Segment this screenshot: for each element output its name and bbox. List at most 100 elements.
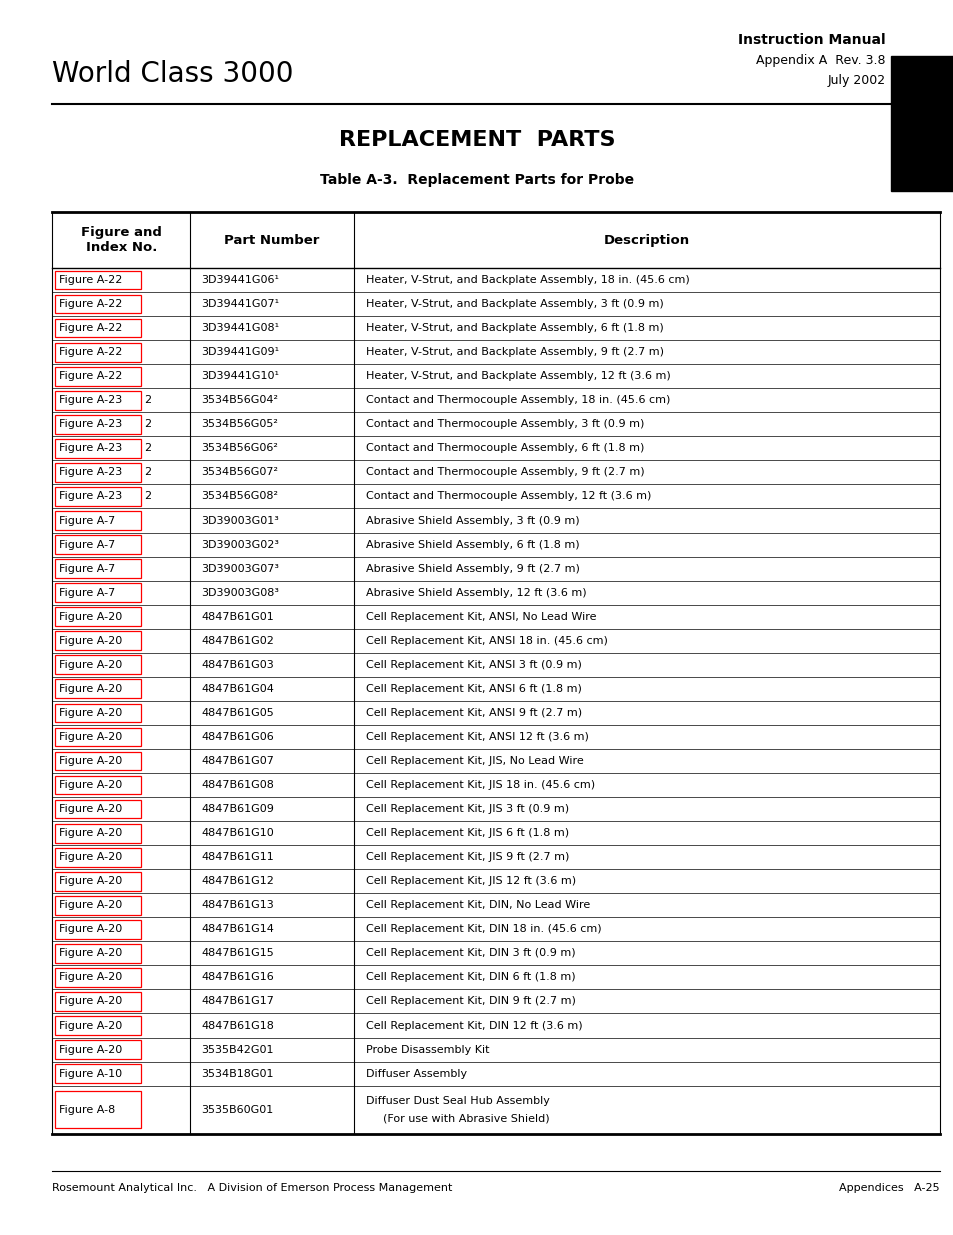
Text: Figure A-20: Figure A-20 bbox=[59, 636, 122, 646]
Bar bbox=[55, 415, 141, 433]
Text: 4847B61G08: 4847B61G08 bbox=[201, 781, 274, 790]
Bar bbox=[55, 895, 141, 915]
Text: Cell Replacement Kit, DIN 6 ft (1.8 m): Cell Replacement Kit, DIN 6 ft (1.8 m) bbox=[365, 972, 575, 982]
Text: Figure A-10: Figure A-10 bbox=[59, 1068, 122, 1078]
Text: Figure A-7: Figure A-7 bbox=[59, 588, 115, 598]
Text: Figure A-20: Figure A-20 bbox=[59, 684, 122, 694]
Bar bbox=[55, 656, 141, 674]
Text: 4847B61G18: 4847B61G18 bbox=[201, 1020, 274, 1030]
Text: 2: 2 bbox=[144, 420, 151, 430]
Text: Rosemount Analytical Inc.   A Division of Emerson Process Management: Rosemount Analytical Inc. A Division of … bbox=[52, 1183, 453, 1193]
Text: Cell Replacement Kit, ANSI 18 in. (45.6 cm): Cell Replacement Kit, ANSI 18 in. (45.6 … bbox=[365, 636, 607, 646]
Bar bbox=[55, 391, 141, 410]
Text: 3D39441G06¹: 3D39441G06¹ bbox=[201, 275, 279, 285]
Text: Contact and Thermocouple Assembly, 6 ft (1.8 m): Contact and Thermocouple Assembly, 6 ft … bbox=[365, 443, 643, 453]
Bar bbox=[55, 992, 141, 1010]
Text: Diffuser Dust Seal Hub Assembly: Diffuser Dust Seal Hub Assembly bbox=[365, 1095, 549, 1107]
Text: Figure A-20: Figure A-20 bbox=[59, 756, 122, 766]
Text: Contact and Thermocouple Assembly, 3 ft (0.9 m): Contact and Thermocouple Assembly, 3 ft … bbox=[365, 420, 643, 430]
Bar bbox=[55, 631, 141, 650]
Text: 2: 2 bbox=[144, 492, 151, 501]
Text: 3D39441G08¹: 3D39441G08¹ bbox=[201, 324, 279, 333]
Text: 3D39003G02³: 3D39003G02³ bbox=[201, 540, 279, 550]
Text: 4847B61G06: 4847B61G06 bbox=[201, 732, 274, 742]
Text: 3D39441G10¹: 3D39441G10¹ bbox=[201, 372, 279, 382]
Text: Instruction Manual: Instruction Manual bbox=[737, 32, 884, 47]
Text: Figure A-23: Figure A-23 bbox=[59, 467, 122, 478]
Bar bbox=[55, 367, 141, 385]
Text: Cell Replacement Kit, ANSI, No Lead Wire: Cell Replacement Kit, ANSI, No Lead Wire bbox=[365, 611, 596, 621]
Bar bbox=[55, 583, 141, 601]
Bar bbox=[55, 944, 141, 963]
Text: Figure A-23: Figure A-23 bbox=[59, 443, 122, 453]
Bar bbox=[55, 800, 141, 819]
Text: Heater, V-Strut, and Backplate Assembly, 3 ft (0.9 m): Heater, V-Strut, and Backplate Assembly,… bbox=[365, 299, 662, 309]
Text: Figure A-20: Figure A-20 bbox=[59, 948, 122, 958]
Text: Appendices   A-25: Appendices A-25 bbox=[839, 1183, 939, 1193]
Text: Cell Replacement Kit, ANSI 3 ft (0.9 m): Cell Replacement Kit, ANSI 3 ft (0.9 m) bbox=[365, 659, 580, 669]
Text: World Class 3000: World Class 3000 bbox=[52, 61, 294, 88]
Bar bbox=[55, 295, 141, 314]
Text: Probe Disassembly Kit: Probe Disassembly Kit bbox=[365, 1045, 489, 1055]
Text: 4847B61G01: 4847B61G01 bbox=[201, 611, 274, 621]
Text: Description: Description bbox=[603, 233, 689, 247]
Text: Cell Replacement Kit, ANSI 9 ft (2.7 m): Cell Replacement Kit, ANSI 9 ft (2.7 m) bbox=[365, 708, 581, 718]
Text: Abrasive Shield Assembly, 9 ft (2.7 m): Abrasive Shield Assembly, 9 ft (2.7 m) bbox=[365, 563, 578, 573]
Text: Figure A-20: Figure A-20 bbox=[59, 611, 122, 621]
Bar bbox=[55, 1016, 141, 1035]
Text: Figure A-23: Figure A-23 bbox=[59, 492, 122, 501]
Bar bbox=[55, 487, 141, 506]
Bar bbox=[55, 270, 141, 289]
Text: 3534B56G06²: 3534B56G06² bbox=[201, 443, 278, 453]
Bar bbox=[55, 727, 141, 746]
Text: Cell Replacement Kit, DIN, No Lead Wire: Cell Replacement Kit, DIN, No Lead Wire bbox=[365, 900, 589, 910]
Text: 4847B61G12: 4847B61G12 bbox=[201, 876, 274, 887]
Text: 3534B56G04²: 3534B56G04² bbox=[201, 395, 278, 405]
Text: Heater, V-Strut, and Backplate Assembly, 9 ft (2.7 m): Heater, V-Strut, and Backplate Assembly,… bbox=[365, 347, 663, 357]
Bar bbox=[55, 608, 141, 626]
Bar bbox=[55, 343, 141, 362]
Text: Cell Replacement Kit, JIS 9 ft (2.7 m): Cell Replacement Kit, JIS 9 ft (2.7 m) bbox=[365, 852, 568, 862]
Text: Figure A-22: Figure A-22 bbox=[59, 372, 122, 382]
Text: July 2002: July 2002 bbox=[826, 74, 884, 86]
Text: Figure A-23: Figure A-23 bbox=[59, 395, 122, 405]
Text: Figure A-20: Figure A-20 bbox=[59, 852, 122, 862]
Text: Figure A-20: Figure A-20 bbox=[59, 876, 122, 887]
Text: Figure A-20: Figure A-20 bbox=[59, 972, 122, 982]
Text: Cell Replacement Kit, DIN 18 in. (45.6 cm): Cell Replacement Kit, DIN 18 in. (45.6 c… bbox=[365, 924, 600, 935]
Text: 4847B61G11: 4847B61G11 bbox=[201, 852, 274, 862]
Text: Cell Replacement Kit, JIS 18 in. (45.6 cm): Cell Replacement Kit, JIS 18 in. (45.6 c… bbox=[365, 781, 594, 790]
Text: Figure A-20: Figure A-20 bbox=[59, 1045, 122, 1055]
Text: Figure A-20: Figure A-20 bbox=[59, 732, 122, 742]
Text: Cell Replacement Kit, DIN 3 ft (0.9 m): Cell Replacement Kit, DIN 3 ft (0.9 m) bbox=[365, 948, 575, 958]
Text: Abrasive Shield Assembly, 12 ft (3.6 m): Abrasive Shield Assembly, 12 ft (3.6 m) bbox=[365, 588, 585, 598]
Text: 3534B56G08²: 3534B56G08² bbox=[201, 492, 278, 501]
Bar bbox=[55, 704, 141, 722]
Bar bbox=[55, 776, 141, 794]
Text: 3534B56G07²: 3534B56G07² bbox=[201, 467, 278, 478]
Text: 4847B61G14: 4847B61G14 bbox=[201, 924, 274, 935]
Text: 4847B61G13: 4847B61G13 bbox=[201, 900, 274, 910]
Bar bbox=[55, 319, 141, 337]
Text: Figure A-7: Figure A-7 bbox=[59, 563, 115, 573]
Text: Contact and Thermocouple Assembly, 12 ft (3.6 m): Contact and Thermocouple Assembly, 12 ft… bbox=[365, 492, 650, 501]
Text: Cell Replacement Kit, DIN 12 ft (3.6 m): Cell Replacement Kit, DIN 12 ft (3.6 m) bbox=[365, 1020, 581, 1030]
Bar bbox=[55, 824, 141, 842]
Text: Abrasive Shield Assembly, 3 ft (0.9 m): Abrasive Shield Assembly, 3 ft (0.9 m) bbox=[365, 515, 578, 526]
Text: 4847B61G10: 4847B61G10 bbox=[201, 829, 274, 839]
Text: 3535B42G01: 3535B42G01 bbox=[201, 1045, 274, 1055]
Text: 4847B61G07: 4847B61G07 bbox=[201, 756, 274, 766]
Text: Figure A-20: Figure A-20 bbox=[59, 997, 122, 1007]
Text: Figure A-7: Figure A-7 bbox=[59, 540, 115, 550]
Bar bbox=[55, 463, 141, 482]
Text: Heater, V-Strut, and Backplate Assembly, 12 ft (3.6 m): Heater, V-Strut, and Backplate Assembly,… bbox=[365, 372, 670, 382]
Bar bbox=[55, 968, 141, 987]
Bar bbox=[55, 1040, 141, 1058]
Bar bbox=[55, 535, 141, 555]
Text: 3534B56G05²: 3534B56G05² bbox=[201, 420, 278, 430]
Text: Figure A-23: Figure A-23 bbox=[59, 420, 122, 430]
Text: (For use with Abrasive Shield): (For use with Abrasive Shield) bbox=[382, 1113, 549, 1124]
Text: Figure A-22: Figure A-22 bbox=[59, 347, 122, 357]
Text: Figure A-20: Figure A-20 bbox=[59, 1020, 122, 1030]
Text: Figure A-20: Figure A-20 bbox=[59, 708, 122, 718]
